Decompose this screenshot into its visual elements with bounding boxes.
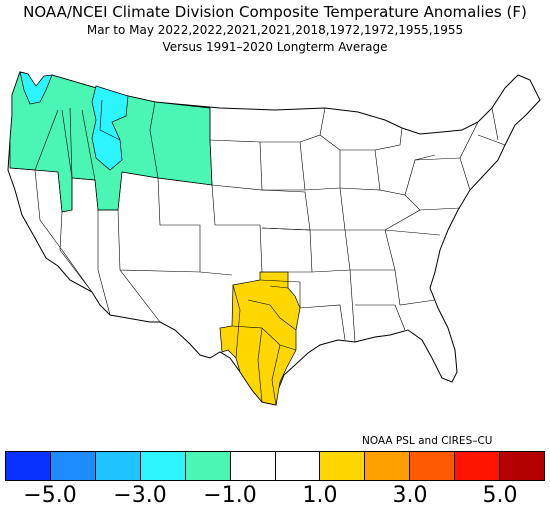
strong-cool-region-puget — [19, 71, 53, 105]
legend-swatch — [95, 452, 141, 480]
legend-swatch — [185, 452, 231, 480]
legend-swatch — [275, 452, 321, 480]
legend-tick-label: 1.0 — [302, 483, 338, 508]
baseline-label: Versus 1991–2020 Longterm Average — [162, 40, 388, 54]
legend-swatch — [230, 452, 276, 480]
warm-anomaly-region — [219, 271, 301, 406]
state-boundaries — [9, 99, 506, 406]
legend-tick-label: 5.0 — [482, 483, 518, 508]
legend-swatch — [500, 452, 545, 480]
map-title: NOAA/NCEI Climate Division Composite Tem… — [23, 3, 527, 21]
legend-swatch — [320, 452, 366, 480]
legend-swatch — [140, 452, 186, 480]
strong-cool-region-ne-washington — [91, 85, 129, 171]
credit-label: NOAA PSL and CIRES–CU — [362, 435, 493, 447]
legend-tick-label: −1.0 — [203, 483, 257, 508]
legend-swatch — [365, 452, 411, 480]
us-climate-division-map — [7, 71, 541, 406]
legend-tick-label: 3.0 — [392, 483, 428, 508]
legend-swatch — [50, 452, 96, 480]
legend-tick-label: −3.0 — [113, 483, 167, 508]
legend-swatch — [6, 452, 51, 480]
map-subtitle: Mar to May 2022,2022,2021,2021,2018,1972… — [86, 23, 464, 37]
color-legend-bar — [5, 451, 545, 481]
legend-swatch — [455, 452, 501, 480]
legend-swatch — [410, 452, 456, 480]
legend-tick-label: −5.0 — [23, 483, 77, 508]
